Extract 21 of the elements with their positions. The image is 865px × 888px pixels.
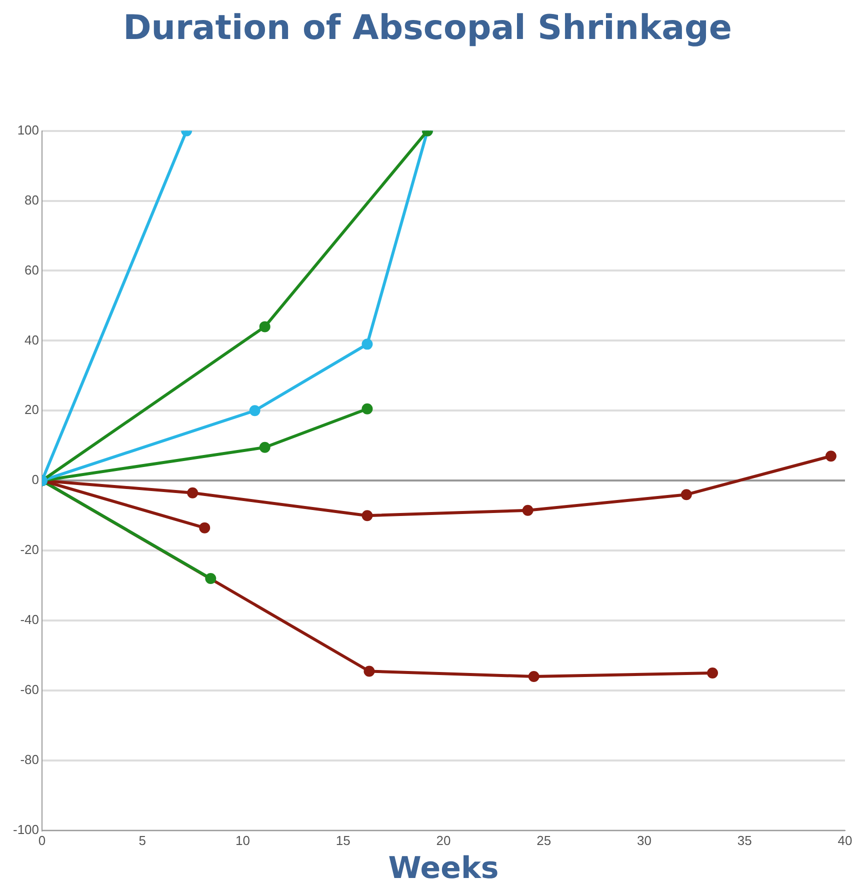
- y-tick-label: 20: [24, 402, 40, 418]
- y-tick-label: -40: [20, 612, 40, 628]
- chart-title: Duration of Abscopal Shrinkage: [123, 8, 732, 48]
- x-tick-label: 5: [138, 832, 146, 848]
- y-tick-label: -60: [20, 682, 40, 698]
- x-tick-label: 20: [436, 832, 451, 848]
- y-tick-label: -80: [20, 752, 40, 768]
- y-tick-label: 40: [24, 332, 40, 348]
- x-tick-label: 30: [637, 832, 652, 848]
- x-tick-label: 35: [737, 832, 752, 848]
- y-tick-label: 80: [24, 192, 40, 208]
- x-axis-title: Weeks: [388, 850, 499, 886]
- x-tick-label: 10: [236, 832, 250, 848]
- x-tick-label: 25: [536, 832, 552, 848]
- x-tick-label: 40: [838, 832, 852, 848]
- y-tick-label: -20: [20, 542, 40, 558]
- x-tick-label: 15: [336, 832, 350, 848]
- y-tick-label: 60: [24, 262, 40, 278]
- y-tick-label: -100: [12, 822, 40, 837]
- y-tick-label: 100: [17, 122, 40, 138]
- y-tick-label: 0: [32, 472, 40, 488]
